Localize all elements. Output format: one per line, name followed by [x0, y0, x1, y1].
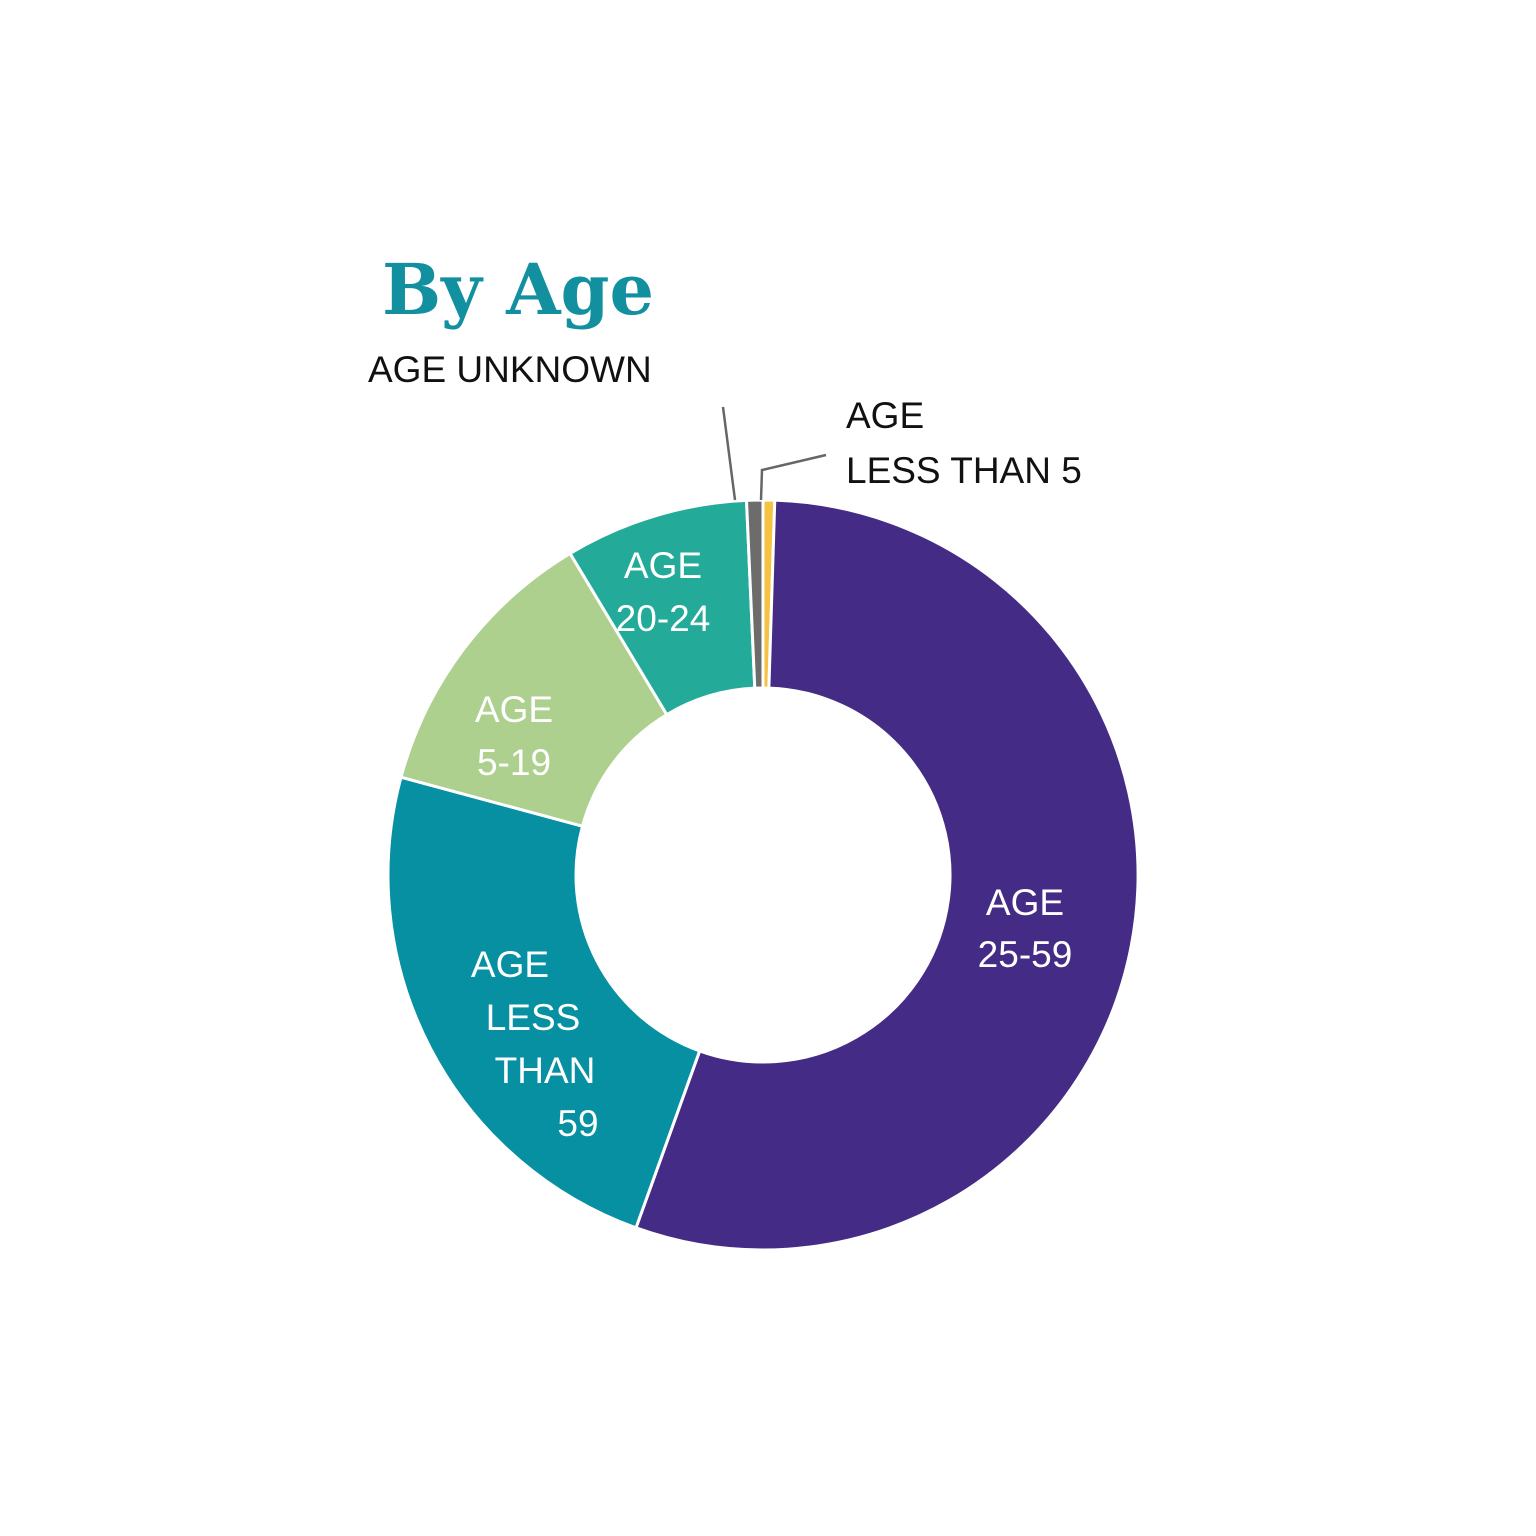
- slice-age-unknown: [744, 498, 765, 690]
- slice-label: AGE: [475, 689, 553, 730]
- slice-age-25-59: [634, 498, 1140, 1252]
- outside-label: AGE UNKNOWN: [368, 349, 652, 390]
- slices-layer: [386, 498, 1140, 1252]
- slice-label: LESS: [486, 997, 581, 1038]
- slice-label: AGE: [624, 545, 702, 586]
- inside-labels-layer: AGE 25-59 AGE LESS THAN 59 AGE 5-19 AGE 20-24: [471, 545, 1072, 1144]
- leader-line: [721, 406, 737, 501]
- slice-label: AGE: [471, 944, 549, 985]
- outside-labels-layer: AGE UNKNOWN AGE LESS THAN 5: [368, 349, 1082, 491]
- slice-label: 5-19: [477, 742, 551, 783]
- slice-label: AGE: [986, 882, 1064, 923]
- leader-lines: [721, 406, 827, 501]
- outside-label: AGE: [846, 395, 924, 436]
- slice-age-5-19: [399, 551, 669, 829]
- slice-label: 25-59: [978, 934, 1073, 975]
- slice-label: 59: [557, 1103, 598, 1144]
- slice-age-less-than-59: [386, 775, 702, 1230]
- chart-title: By Age: [382, 248, 654, 331]
- slice-label: THAN: [495, 1050, 596, 1091]
- outside-label: LESS THAN 5: [846, 450, 1082, 491]
- leader-line: [759, 453, 827, 501]
- slice-label: 20-24: [616, 598, 711, 639]
